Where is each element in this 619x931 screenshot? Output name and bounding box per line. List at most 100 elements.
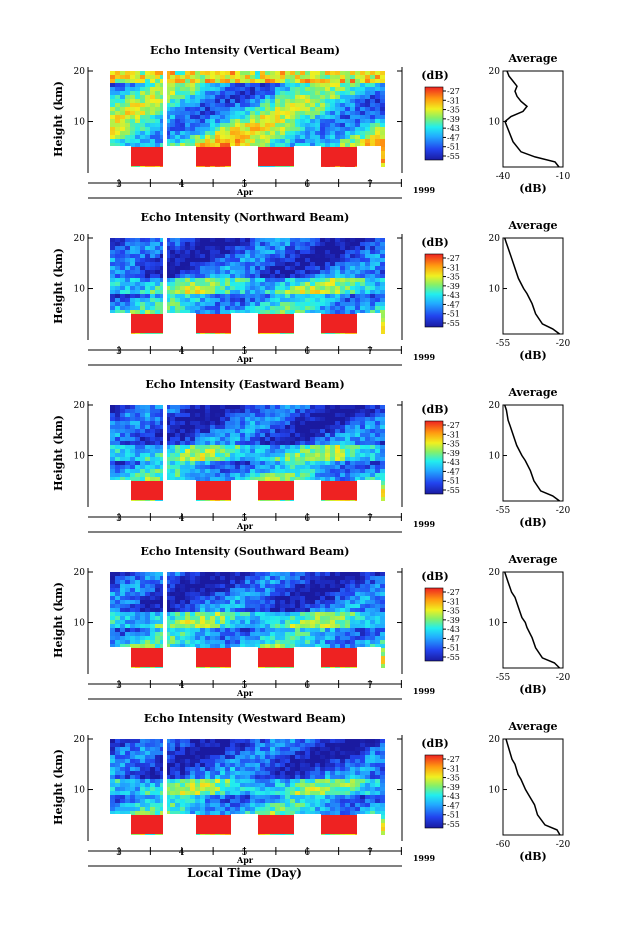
heatmap-cell <box>235 457 240 461</box>
heatmap-cell <box>205 238 210 242</box>
heatmap-cell <box>270 477 275 481</box>
heatmap-cell <box>355 421 360 425</box>
heatmap-cell <box>370 95 375 99</box>
heatmap-cell <box>270 449 275 453</box>
heatmap-cell <box>285 473 290 477</box>
heatmap-cell <box>335 473 340 477</box>
heatmap-cell <box>300 306 305 310</box>
heatmap-cell <box>355 437 360 441</box>
strong-echo-patch <box>196 481 231 500</box>
heatmap-cell <box>255 115 260 119</box>
heatmap-cell <box>180 421 185 425</box>
heatmap-cell <box>325 405 330 409</box>
heatmap-cell <box>355 143 360 147</box>
heatmap-cell <box>175 111 180 115</box>
heatmap-cell <box>340 417 345 421</box>
heatmap-cell <box>250 71 255 75</box>
heatmap-cell <box>155 250 160 254</box>
heatmap-cell <box>230 429 235 433</box>
heatmap-cell <box>310 290 315 294</box>
heatmap-cell <box>125 103 130 107</box>
heatmap-cell <box>315 429 320 433</box>
heatmap-cell <box>275 429 280 433</box>
heatmap-cell <box>310 413 315 417</box>
heatmap-cell <box>230 465 235 469</box>
heatmap-cell <box>180 107 185 111</box>
heatmap-cell <box>210 131 215 135</box>
heatmap-cell <box>380 75 385 79</box>
heatmap-cell <box>155 103 160 107</box>
heatmap-cell <box>340 115 345 119</box>
heatmap-cell <box>110 107 115 111</box>
heatmap-cell <box>325 290 330 294</box>
heatmap-cell <box>245 290 250 294</box>
heatmap-cell <box>245 421 250 425</box>
heatmap-cell <box>235 95 240 99</box>
heatmap-cell <box>125 596 130 600</box>
heatmap-cell <box>210 616 215 620</box>
heatmap-cell <box>220 131 225 135</box>
heatmap-cell <box>180 596 185 600</box>
heatmap-cell <box>285 310 290 314</box>
heatmap-cell <box>165 461 170 465</box>
heatmap-cell <box>325 83 330 87</box>
heatmap-cell <box>190 290 195 294</box>
heatmap-cell <box>370 473 375 477</box>
heatmap-cell <box>130 123 135 127</box>
heatmap-cell <box>265 250 270 254</box>
heatmap-cell <box>185 457 190 461</box>
heatmap-cell <box>180 274 185 278</box>
heatmap-cell <box>255 588 260 592</box>
heatmap-cell <box>315 298 320 302</box>
heatmap-cell <box>280 592 285 596</box>
heatmap-cell <box>345 119 350 123</box>
heatmap-cell <box>115 75 120 79</box>
heatmap-cell <box>315 425 320 429</box>
heatmap-cell <box>225 119 230 123</box>
heatmap-cell <box>330 282 335 286</box>
heatmap-cell <box>145 640 150 644</box>
heatmap-cell <box>165 640 170 644</box>
heatmap-cell <box>350 238 355 242</box>
heatmap-cell <box>150 282 155 286</box>
heatmap-cell <box>180 640 185 644</box>
heatmap-cell <box>380 99 385 103</box>
heatmap-cell <box>150 580 155 584</box>
heatmap-cell <box>310 123 315 127</box>
heatmap-cell <box>200 433 205 437</box>
heatmap-cell <box>165 286 170 290</box>
heatmap-cell <box>130 119 135 123</box>
heatmap-cell <box>155 425 160 429</box>
heatmap-cell <box>265 409 270 413</box>
heatmap-cell <box>205 310 210 314</box>
heatmap-cell <box>305 421 310 425</box>
heatmap-cell <box>185 584 190 588</box>
heatmap-cell <box>130 262 135 266</box>
heatmap-cell <box>205 254 210 258</box>
heatmap-cell <box>350 127 355 131</box>
heatmap-cell <box>230 624 235 628</box>
heatmap-cell <box>290 477 295 481</box>
heatmap-cell <box>210 111 215 115</box>
heatmap-cell <box>185 421 190 425</box>
heatmap-cell <box>210 433 215 437</box>
heatmap-cell <box>275 302 280 306</box>
heatmap-cell <box>290 441 295 445</box>
heatmap-cell <box>135 298 140 302</box>
heatmap-cell <box>275 282 280 286</box>
heatmap-cell <box>380 453 385 457</box>
heatmap-cell <box>280 95 285 99</box>
heatmap-cell <box>150 306 155 310</box>
heatmap-cell <box>180 425 185 429</box>
heatmap-cell <box>190 596 195 600</box>
heatmap-cell <box>110 87 115 91</box>
heatmap-cell <box>265 87 270 91</box>
heatmap-cell <box>225 298 230 302</box>
heatmap-cell <box>355 115 360 119</box>
heatmap-cell <box>365 413 370 417</box>
heatmap-cell <box>135 596 140 600</box>
heatmap-cell <box>165 584 170 588</box>
heatmap-cell <box>200 242 205 246</box>
heatmap-cell <box>170 433 175 437</box>
heatmap-cell <box>160 429 165 433</box>
